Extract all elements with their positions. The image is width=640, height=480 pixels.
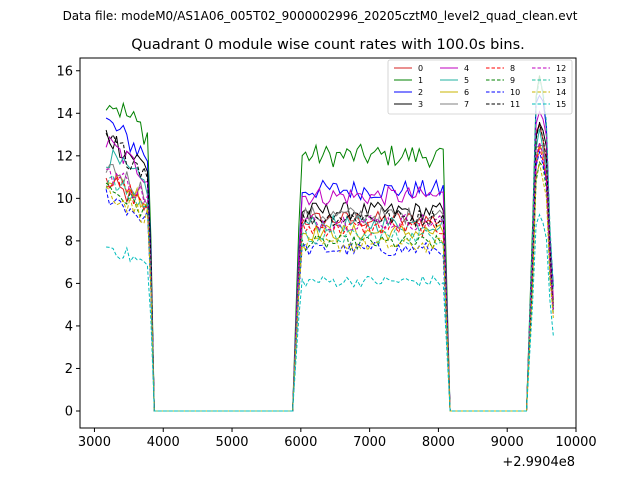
- legend-label-15: 15: [556, 100, 566, 109]
- x-tick-label: 9000: [491, 435, 524, 450]
- legend-label-14: 14: [556, 88, 566, 97]
- legend-label-11: 11: [510, 100, 520, 109]
- plot-area: 3000 4000 5000 6000 7000 8000 9000 100000246810…: [56, 57, 597, 450]
- axes-frame: [79, 57, 577, 429]
- x-tick-label: 7000: [353, 435, 386, 450]
- legend-label-8: 8: [510, 64, 515, 73]
- legend-label-13: 13: [556, 76, 566, 85]
- series-line-12: [106, 140, 554, 412]
- legend-label-10: 10: [510, 88, 520, 97]
- legend-label-6: 6: [464, 88, 469, 97]
- y-tick-label: 4: [65, 319, 73, 334]
- series-line-7: [105, 144, 554, 412]
- series-line-4: [105, 110, 554, 412]
- y-tick-label: 2: [65, 362, 73, 377]
- y-tick-label: 6: [65, 277, 73, 292]
- y-tick-label: 8: [65, 234, 73, 249]
- legend-box: [387, 59, 573, 115]
- series-line-5: [106, 128, 554, 412]
- x-tick-label: 3000: [78, 435, 111, 450]
- legend-label-7: 7: [464, 100, 469, 109]
- x-tick-label: 4000: [147, 435, 180, 450]
- chart-suptitle: Data file: modeM0/AS1A06_005T02_90000029…: [63, 9, 578, 23]
- series-group: [105, 75, 554, 412]
- series-line-15: [106, 213, 554, 412]
- x-tick-label: 6000: [284, 435, 317, 450]
- series-line-13: [105, 78, 554, 412]
- legend-label-12: 12: [556, 64, 566, 73]
- x-tick-label: 8000: [422, 435, 455, 450]
- legend-label-0: 0: [418, 64, 423, 73]
- legend-label-5: 5: [464, 76, 469, 85]
- legend-label-9: 9: [510, 76, 515, 85]
- legend-label-4: 4: [464, 64, 469, 73]
- x-offset-label: +2.9904e8: [502, 455, 575, 470]
- y-tick-label: 14: [56, 107, 73, 122]
- legend-label-3: 3: [418, 100, 423, 109]
- y-tick-label: 10: [56, 192, 73, 207]
- y-tick-label: 12: [56, 149, 73, 164]
- y-tick-label: 0: [65, 404, 73, 419]
- chart-title: Quadrant 0 module wise count rates with …: [131, 37, 525, 53]
- x-tick-label: 5000: [215, 435, 248, 450]
- series-line-14: [105, 163, 554, 412]
- y-tick-label: 16: [56, 64, 73, 79]
- series-line-2: [105, 94, 554, 412]
- series-line-6: [106, 142, 554, 412]
- legend-label-1: 1: [418, 76, 423, 85]
- legend-label-2: 2: [418, 88, 423, 97]
- x-tick-label: 10000: [555, 435, 596, 450]
- series-line-11: [105, 122, 554, 412]
- series-line-1: [105, 75, 554, 412]
